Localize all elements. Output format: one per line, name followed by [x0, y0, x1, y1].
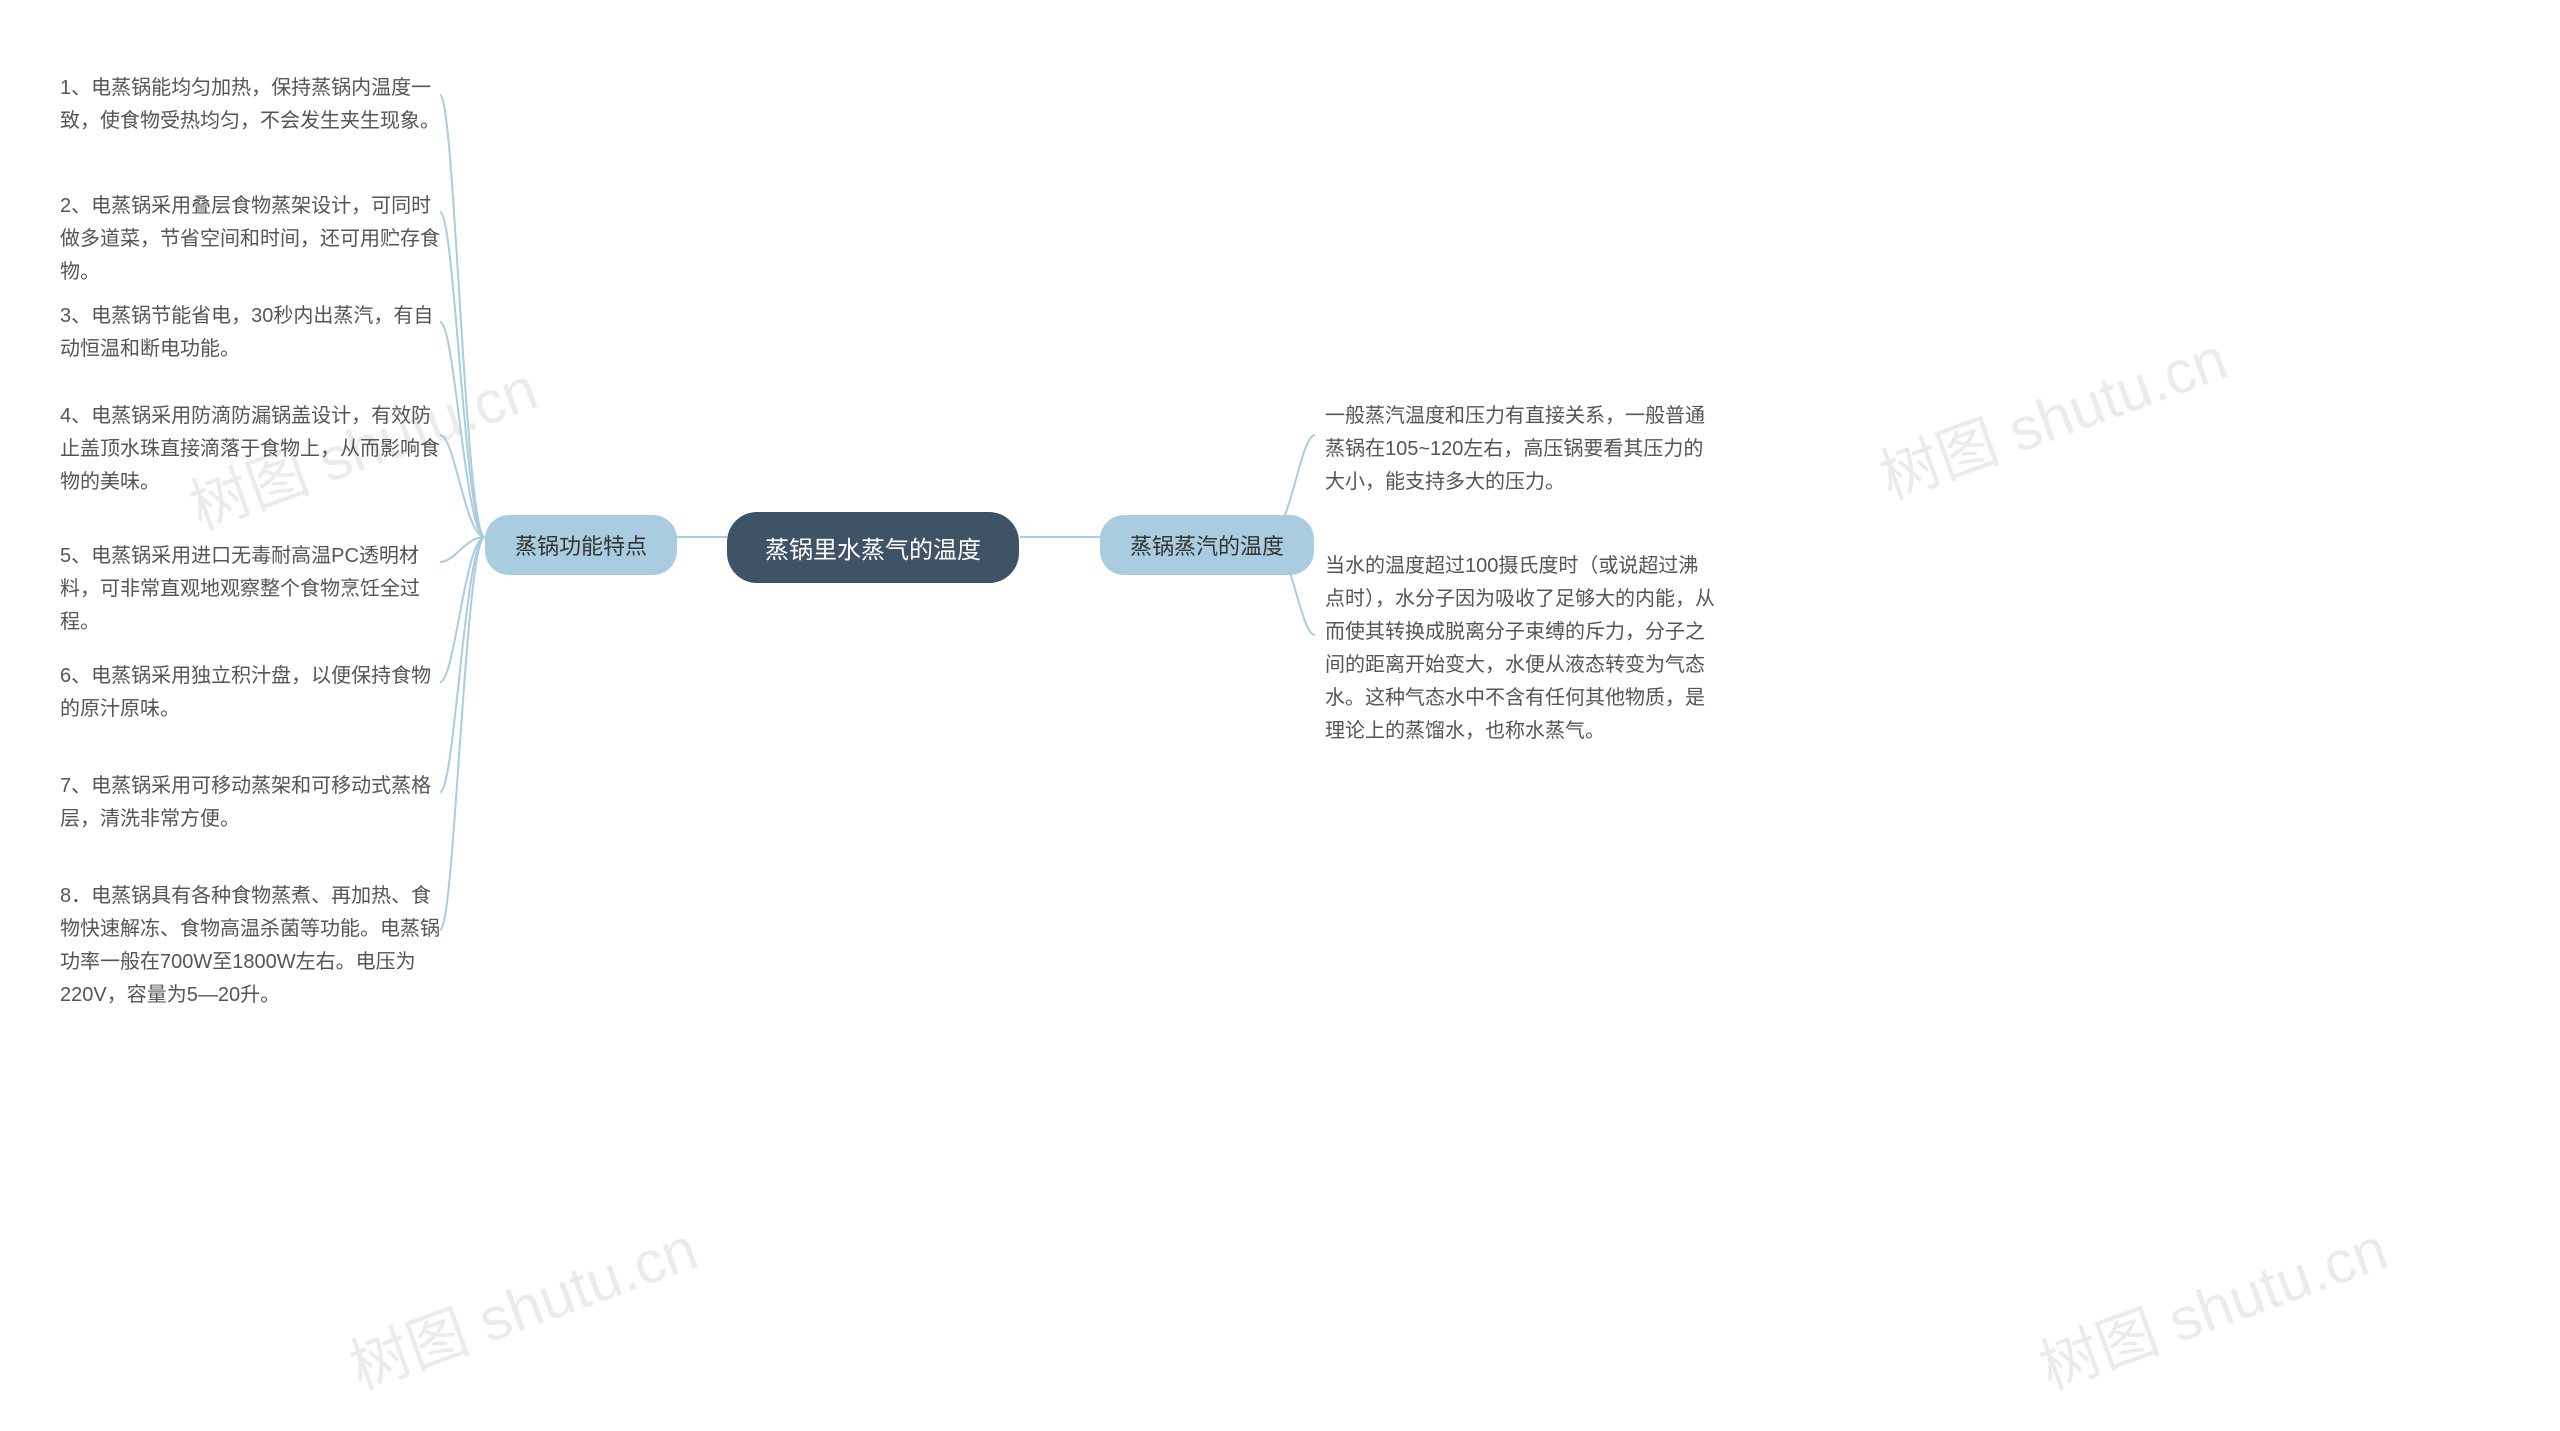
left-branch-node[interactable]: 蒸锅功能特点	[485, 515, 677, 575]
watermark: 树图 shutu.cn	[336, 1200, 707, 1406]
left-leaf-8: 8．电蒸锅具有各种食物蒸煮、再加热、食物快速解冻、食物高温杀菌等功能。电蒸锅功率…	[60, 880, 440, 1012]
left-leaf-6: 6、电蒸锅采用独立积汁盘，以便保持食物的原汁原味。	[60, 660, 440, 726]
left-leaf-3: 3、电蒸锅节能省电，30秒内出蒸汽，有自动恒温和断电功能。	[60, 300, 440, 366]
watermark: 树图 shutu.cn	[2026, 1200, 2397, 1406]
watermark: 树图 shutu.cn	[1866, 310, 2237, 516]
right-branch-node[interactable]: 蒸锅蒸汽的温度	[1100, 515, 1314, 575]
left-leaf-2: 2、电蒸锅采用叠层食物蒸架设计，可同时做多道菜，节省空间和时间，还可用贮存食物。	[60, 190, 440, 289]
right-leaf-1: 一般蒸汽温度和压力有直接关系，一般普通蒸锅在105~120左右，高压锅要看其压力…	[1325, 400, 1715, 499]
left-leaf-1: 1、电蒸锅能均匀加热，保持蒸锅内温度一致，使食物受热均匀，不会发生夹生现象。	[60, 72, 440, 138]
left-leaf-5: 5、电蒸锅采用进口无毒耐高温PC透明材料，可非常直观地观察整个食物烹饪全过程。	[60, 540, 440, 639]
center-node[interactable]: 蒸锅里水蒸气的温度	[727, 512, 1019, 583]
right-leaf-2: 当水的温度超过100摄氏度时（或说超过沸点时），水分子因为吸收了足够大的内能，从…	[1325, 550, 1715, 748]
left-leaf-7: 7、电蒸锅采用可移动蒸架和可移动式蒸格层，清洗非常方便。	[60, 770, 440, 836]
left-leaf-4: 4、电蒸锅采用防滴防漏锅盖设计，有效防止盖顶水珠直接滴落于食物上，从而影响食物的…	[60, 400, 440, 499]
